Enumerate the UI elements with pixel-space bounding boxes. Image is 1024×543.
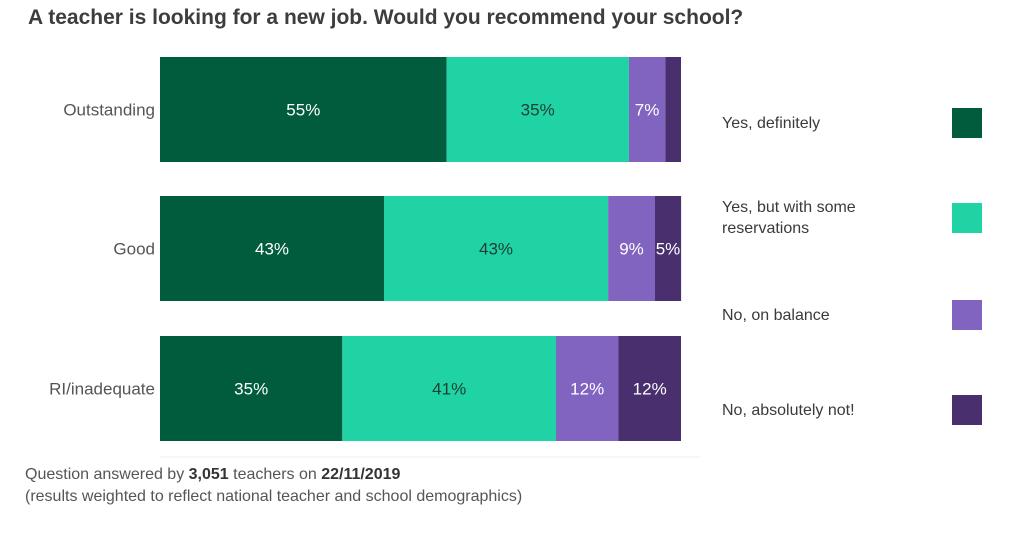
bar-segment (384, 196, 608, 301)
legend-label: No, on balance (722, 305, 922, 326)
data-label: 12% (633, 380, 667, 399)
bar-segment (618, 336, 681, 441)
footer-prefix: Question answered by (25, 466, 189, 483)
survey-date: 22/11/2019 (321, 466, 401, 483)
legend-label: Yes, definitely (722, 113, 922, 134)
chart-title: A teacher is looking for a new job. Woul… (28, 6, 744, 29)
footer-line-2: (results weighted to reflect national te… (25, 488, 523, 505)
bar-segment (608, 196, 655, 301)
legend-swatch (952, 108, 982, 138)
data-label: 9% (619, 240, 644, 259)
bar-segment (655, 196, 682, 301)
bar-segment (160, 336, 343, 441)
category-label: RI/inadequate (49, 380, 155, 399)
category-label: Outstanding (63, 101, 155, 120)
bar-segment (160, 57, 447, 162)
data-label: 35% (234, 380, 268, 399)
legend-swatch (952, 300, 982, 330)
data-label: 7% (635, 101, 660, 120)
bar-segment (628, 57, 666, 162)
footer-middle: teachers on (228, 466, 322, 483)
legend-label-line: reservations (722, 220, 810, 237)
bar-segment (342, 336, 556, 441)
footer-line-1: Question answered by 3,051 teachers on 2… (25, 466, 400, 484)
legend-swatch (952, 395, 982, 425)
respondent-count: 3,051 (188, 466, 229, 483)
legend-label-line: No, absolutely not! (722, 401, 855, 419)
data-label: 41% (432, 380, 466, 399)
data-label: 43% (479, 240, 513, 259)
legend-label: No, absolutely not! (722, 400, 922, 421)
data-label: 5% (656, 240, 681, 259)
data-label: 55% (286, 101, 320, 120)
data-label: 35% (521, 101, 555, 120)
legend-label-line: Yes, but with some (722, 199, 856, 216)
category-label: Good (113, 240, 155, 259)
bar-segment (160, 196, 384, 301)
legend-label-line: Yes, definitely (722, 114, 821, 132)
legend-label-line: No, on balance (722, 306, 830, 324)
bar-segment (446, 57, 629, 162)
legend-swatch (952, 203, 982, 233)
bar-segment (665, 57, 681, 162)
stacked-bar-chart: Outstanding 55% 35% 7% Good 43% 43% 9% 5% RI/inad… (49, 57, 700, 458)
data-label: 12% (570, 380, 604, 399)
data-label: 43% (255, 240, 289, 259)
legend-label: Yes, but with some reservations (722, 197, 922, 239)
bar-segment (556, 336, 619, 441)
